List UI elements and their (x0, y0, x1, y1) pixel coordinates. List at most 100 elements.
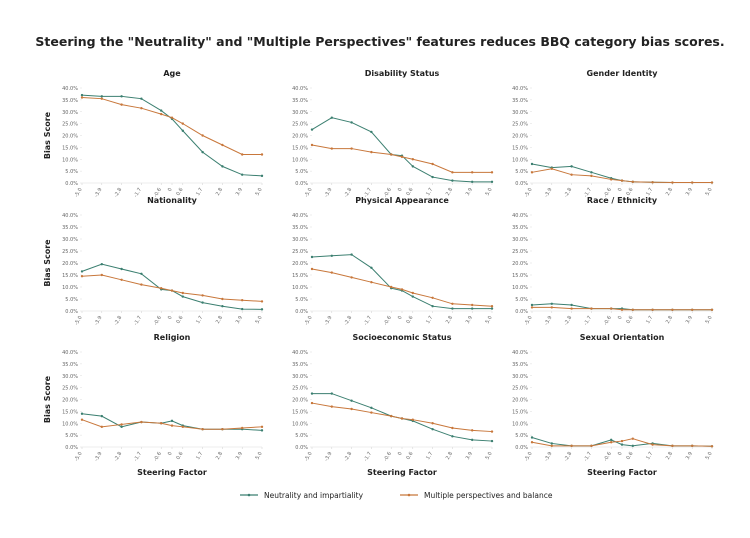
x-tick-label: 5.0 (485, 315, 494, 325)
data-point (350, 121, 353, 124)
data-point (471, 303, 474, 307)
data-point (490, 180, 494, 184)
y-tick-label: 15.0% (292, 273, 308, 279)
x-tick-label: 0.6 (175, 315, 184, 325)
y-tick-label: 30.0% (512, 374, 528, 380)
data-point (330, 116, 333, 119)
data-point (570, 165, 573, 168)
data-point (471, 429, 474, 432)
x-tick-label: 2.8 (215, 187, 224, 197)
y-tick-label: 20.0% (512, 261, 528, 267)
x-axis-label: Steering Factor (587, 468, 657, 477)
y-tick-label: 5.0% (65, 169, 78, 175)
y-tick-label: 20.0% (512, 398, 528, 404)
y-tick-label: 15.0% (62, 409, 78, 415)
x-tick-label: -1.7 (363, 315, 373, 326)
x-tick-label: 5.0 (255, 451, 264, 461)
data-point (671, 181, 674, 184)
x-tick-label: -3.9 (93, 187, 103, 198)
data-point (330, 405, 333, 408)
x-tick-label: 0 (617, 315, 624, 321)
data-point (490, 430, 494, 433)
x-tick-label: 2.8 (445, 315, 454, 325)
data-point (370, 130, 373, 134)
data-point (691, 308, 694, 311)
x-tick-label: 0 (167, 187, 174, 193)
y-tick-label: 10.0% (512, 157, 528, 163)
data-point (710, 181, 714, 184)
y-tick-label: 40.0% (512, 213, 528, 219)
x-tick-label: 1.7 (425, 187, 434, 197)
data-point (390, 414, 393, 418)
x-tick-label: 0 (397, 451, 404, 457)
data-point (100, 95, 104, 98)
x-tick-label: 3.9 (235, 315, 244, 325)
y-tick-label: 5.0% (295, 297, 308, 303)
x-tick-label: 1.7 (645, 451, 654, 461)
data-point (140, 106, 143, 110)
data-point (181, 129, 184, 132)
x-tick-label: 1.7 (195, 451, 204, 461)
y-tick-label: 40.0% (62, 86, 78, 92)
y-tick-label: 20.0% (512, 134, 528, 140)
y-tick-label: 0.0% (65, 309, 78, 315)
x-tick-label: -5.0 (74, 315, 84, 326)
y-tick-label: 15.0% (292, 145, 308, 151)
x-tick-label: -0.6 (603, 315, 613, 326)
data-point (140, 420, 143, 424)
data-point (201, 301, 204, 304)
y-tick-label: 30.0% (292, 110, 308, 116)
y-tick-label: 20.0% (62, 261, 78, 267)
data-point (620, 308, 624, 311)
x-tick-label: -0.6 (153, 451, 163, 462)
x-tick-label: 0 (397, 187, 404, 193)
data-point (160, 109, 163, 112)
data-point (310, 143, 314, 147)
data-point (620, 439, 624, 443)
y-tick-label: 10.0% (512, 285, 528, 291)
x-tick-label: -5.0 (304, 451, 314, 462)
y-tick-label: 10.0% (292, 285, 308, 291)
x-tick-label: -3.9 (93, 451, 103, 462)
y-tick-label: 40.0% (292, 350, 308, 356)
data-point (411, 418, 414, 421)
y-tick-label: 0.0% (295, 445, 308, 451)
data-point (241, 173, 244, 176)
data-point (570, 307, 573, 310)
data-point (570, 303, 573, 307)
data-point (451, 307, 454, 310)
y-tick-label: 35.0% (62, 98, 78, 104)
data-point (100, 425, 104, 429)
data-point (631, 444, 634, 448)
y-tick-label: 25.0% (292, 122, 308, 128)
x-tick-label: -2.8 (343, 187, 353, 198)
x-tick-label: -3.9 (323, 187, 333, 198)
data-point (260, 429, 264, 432)
data-point (140, 283, 143, 286)
x-tick-label: 0 (167, 315, 174, 321)
y-tick-label: 30.0% (62, 374, 78, 380)
data-point (370, 406, 373, 410)
x-tick-label: -2.8 (113, 315, 123, 326)
x-tick-label: -1.7 (133, 187, 143, 198)
data-point (431, 305, 434, 308)
panel-title: Religion (154, 333, 191, 342)
data-point (620, 443, 624, 446)
y-tick-label: 10.0% (62, 421, 78, 427)
x-tick-label: 3.9 (235, 451, 244, 461)
data-point (120, 267, 123, 271)
x-tick-label: -0.6 (383, 451, 393, 462)
data-point (471, 438, 474, 442)
data-point (260, 174, 264, 178)
data-point (160, 422, 163, 425)
y-tick-label: 10.0% (292, 157, 308, 163)
data-point (530, 306, 534, 309)
x-tick-label: 2.8 (665, 451, 674, 461)
data-point (651, 181, 654, 184)
y-tick-label: 30.0% (512, 110, 528, 116)
data-point (451, 171, 454, 174)
data-point (400, 288, 404, 291)
data-point (651, 443, 654, 446)
data-point (570, 173, 573, 176)
data-point (181, 295, 184, 298)
